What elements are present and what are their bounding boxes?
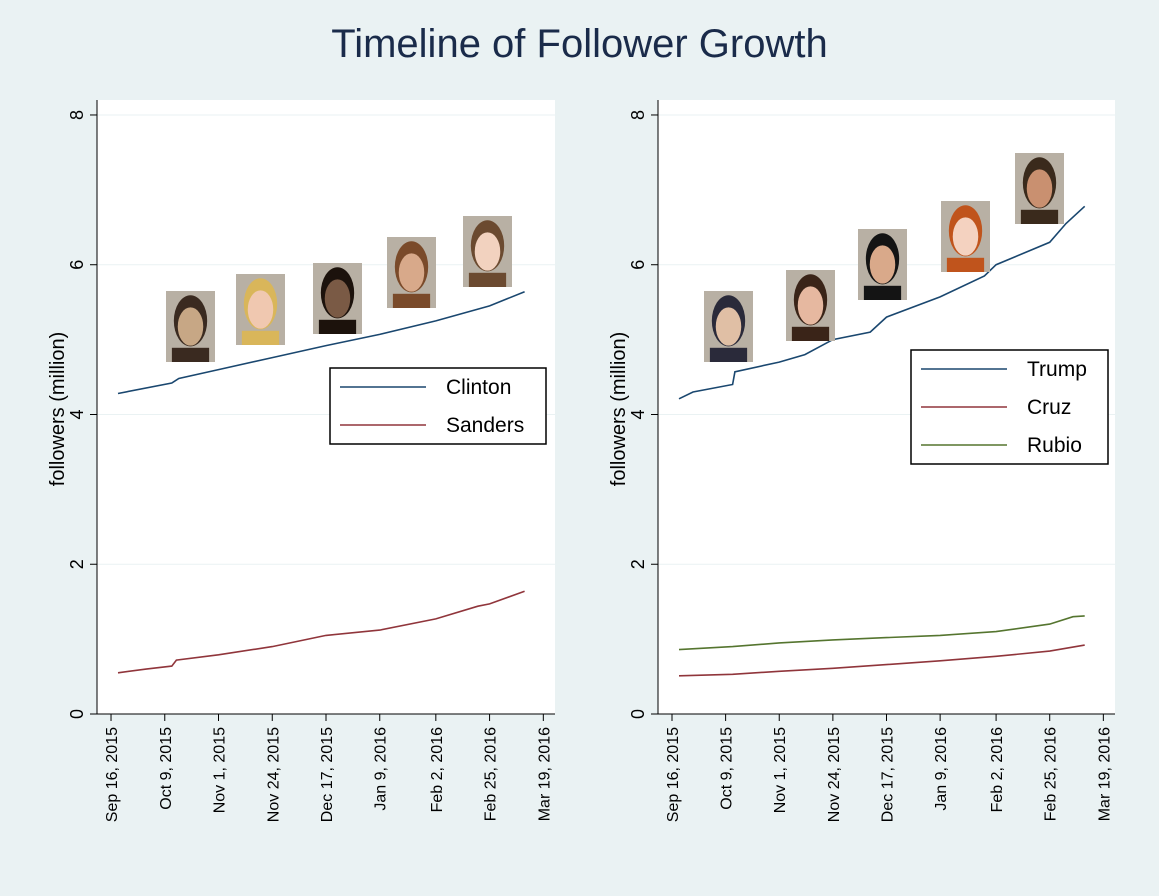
chart-title: Timeline of Follower Growth [331, 22, 828, 66]
avatar-face [715, 307, 742, 346]
x-tick-label: Feb 25, 2016 [483, 727, 500, 821]
legend-label: Sanders [446, 414, 524, 437]
y-tick-label: 2 [67, 559, 87, 569]
avatar-face [177, 307, 204, 346]
avatar-face [398, 253, 425, 292]
avatar-woman-glasses-icon [463, 216, 512, 287]
chart-panel-1: 0 2 4 6 8 Sep 16, 2015 Oct 9, 2015 Nov 1, 2015 N… [47, 100, 555, 822]
legend-box [329, 367, 547, 445]
y-tick-label: 6 [628, 260, 648, 270]
x-tick-label: Sep 16, 2015 [665, 727, 682, 822]
avatar-face [247, 290, 274, 329]
x-tick-label: Nov 24, 2015 [826, 727, 843, 822]
avatar-teen-boy-icon [166, 291, 215, 362]
legend-label: Clinton [446, 376, 511, 399]
y-tick-label: 4 [628, 409, 648, 419]
avatar-shoulders [791, 326, 830, 341]
legend-label: Trump [1027, 358, 1087, 381]
x-tick-label: Feb 2, 2016 [429, 727, 446, 813]
avatar-man-suit-icon [858, 229, 907, 300]
x-tick-label: Jan 9, 2016 [373, 727, 390, 811]
y-tick-label: 0 [67, 709, 87, 719]
avatar-young-man-icon [313, 263, 362, 334]
avatar-shoulders [171, 347, 210, 362]
x-tick-label: Mar 19, 2016 [536, 727, 553, 821]
legend-label: Cruz [1027, 396, 1071, 419]
avatar-shoulders [863, 285, 902, 300]
y-tick-label: 0 [628, 709, 648, 719]
x-tick-label: Dec 17, 2015 [880, 727, 897, 822]
x-tick-label: Nov 1, 2015 [212, 727, 229, 813]
avatar-shoulders [468, 272, 507, 287]
avatar-face [474, 232, 501, 271]
series-line-clinton [117, 290, 525, 395]
avatar-bald-man-suit-icon [704, 291, 753, 362]
avatar-face [1026, 169, 1053, 208]
avatar-face [869, 245, 896, 284]
y-axis-label: followers (million) [47, 332, 69, 486]
avatar-face [952, 217, 979, 256]
avatar-shoulders [1020, 209, 1059, 224]
avatar-face [324, 279, 351, 318]
series-line-cruz [678, 644, 1085, 677]
y-axis-label: followers (million) [608, 332, 630, 486]
avatar-face [797, 286, 824, 325]
y-tick-label: 4 [67, 409, 87, 419]
x-tick-label: Jan 9, 2016 [933, 727, 950, 811]
avatar-shoulders [709, 347, 748, 362]
chart-panel-2: 0 2 4 6 8 Sep 16, 2015 Oct 9, 2015 Nov 1, 2015 N… [608, 100, 1115, 822]
series-line-trump [678, 205, 1086, 400]
avatar-dark-hair-woman-icon [786, 270, 835, 341]
x-tick-label: Sep 16, 2015 [104, 727, 121, 822]
avatar-shoulders [946, 257, 985, 272]
y-tick-label: 2 [628, 559, 648, 569]
x-tick-label: Feb 25, 2016 [1043, 727, 1060, 821]
avatar-red-hair-woman-glasses-icon [941, 201, 990, 272]
y-tick-label: 6 [67, 260, 87, 270]
legend-label: Rubio [1027, 434, 1082, 457]
x-tick-label: Dec 17, 2015 [319, 727, 336, 822]
x-tick-label: Oct 9, 2015 [158, 727, 175, 810]
avatar-shoulders [318, 319, 357, 334]
avatar-bearded-man-icon [387, 237, 436, 308]
avatar-blonde-woman-icon [236, 274, 285, 345]
x-tick-label: Nov 1, 2015 [772, 727, 789, 813]
x-tick-label: Feb 2, 2016 [989, 727, 1006, 813]
y-tick-label: 8 [628, 110, 648, 120]
legend: Trump Cruz Rubio [910, 349, 1109, 465]
avatar-shoulders [392, 293, 431, 308]
legend: Clinton Sanders [329, 367, 547, 445]
x-tick-label: Mar 19, 2016 [1096, 727, 1113, 821]
avatar-shoulders [241, 330, 280, 345]
x-tick-label: Oct 9, 2015 [719, 727, 736, 810]
avatar-man-portrait-icon [1015, 153, 1064, 224]
x-tick-label: Nov 24, 2015 [265, 727, 282, 822]
series-line-rubio [678, 615, 1085, 651]
y-tick-label: 8 [67, 110, 87, 120]
series-line-sanders [117, 590, 525, 674]
